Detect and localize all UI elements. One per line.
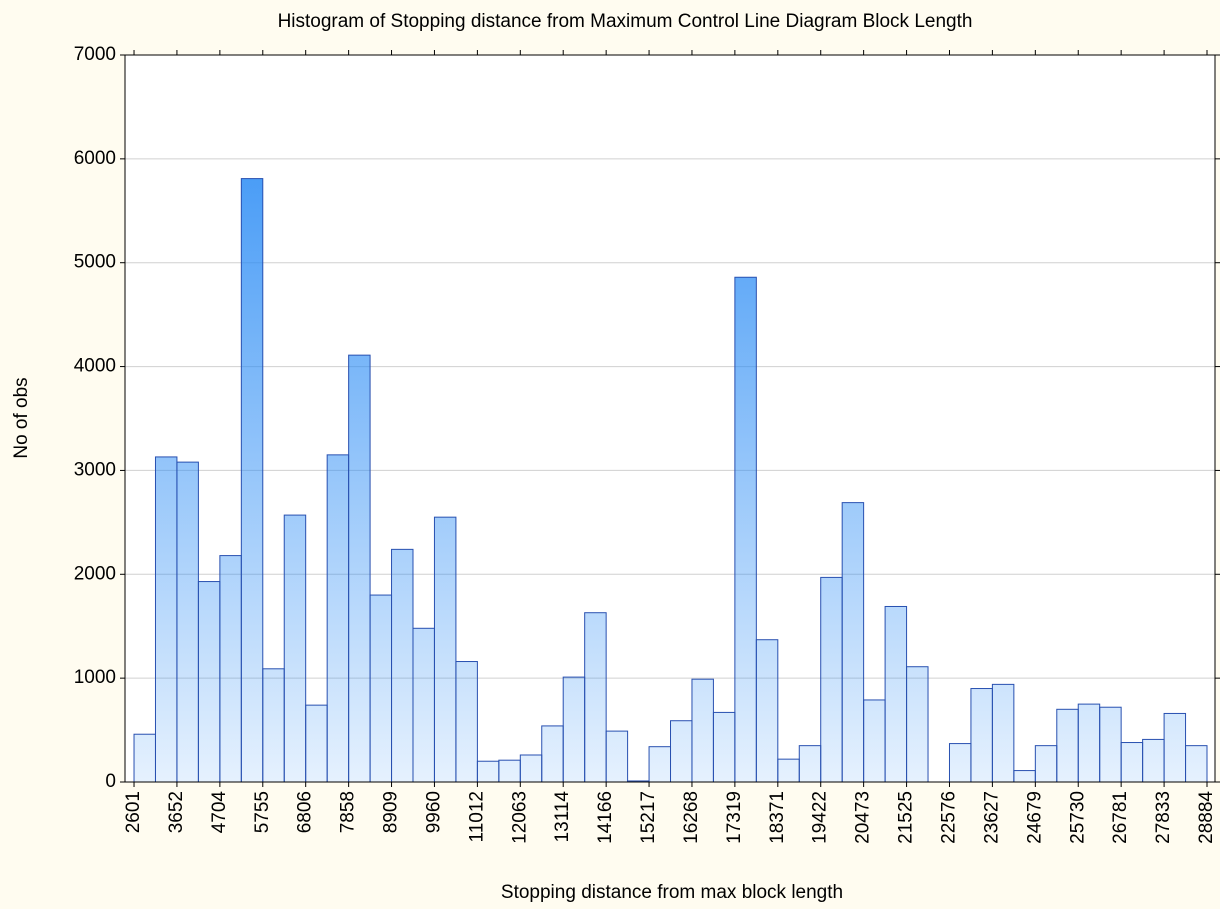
bar <box>412 627 435 783</box>
x-tick-label: 9960 <box>423 791 444 833</box>
bar <box>240 178 264 783</box>
bar <box>798 745 822 783</box>
y-tick-label: 3000 <box>74 459 116 480</box>
bar <box>262 668 285 783</box>
bar <box>1013 770 1036 783</box>
bar <box>691 678 714 783</box>
y-tick-label: 2000 <box>74 563 116 584</box>
bar <box>820 576 843 783</box>
bar <box>219 555 242 783</box>
bar <box>1185 745 1208 783</box>
bar <box>734 276 757 783</box>
chart-title: Histogram of Stopping distance from Maxi… <box>278 11 973 32</box>
x-tick-label: 5755 <box>252 791 273 833</box>
x-tick-label: 3652 <box>166 791 187 833</box>
y-tick-label: 1000 <box>74 667 116 688</box>
x-tick-label: 18371 <box>767 791 788 844</box>
bars <box>133 178 1208 783</box>
bar <box>712 711 736 783</box>
bar <box>605 730 629 783</box>
bar <box>176 461 199 783</box>
bar <box>884 605 908 783</box>
bar <box>1034 745 1058 783</box>
x-tick-label: 7858 <box>338 791 359 833</box>
plot-frame <box>124 54 1216 783</box>
bar <box>1077 703 1101 783</box>
y-tick-label: 6000 <box>74 148 116 169</box>
x-tick-label: 27833 <box>1153 791 1174 844</box>
x-tick-label: 14166 <box>595 791 616 844</box>
x-tick-label: 17319 <box>724 791 745 844</box>
x-tick-label: 22576 <box>938 791 959 844</box>
y-tick-label: 4000 <box>74 356 116 377</box>
bar <box>562 676 586 783</box>
bar <box>755 639 779 783</box>
x-tick-label: 23627 <box>981 791 1002 844</box>
x-tick-label: 13114 <box>552 791 573 843</box>
bar <box>519 754 543 783</box>
x-tick-label: 2601 <box>123 791 144 833</box>
bar <box>948 743 972 783</box>
bar <box>970 688 993 783</box>
bar <box>777 758 800 783</box>
bar <box>991 683 1015 783</box>
x-tick-label: 11012 <box>466 791 487 842</box>
bar <box>1120 742 1144 783</box>
bar <box>541 725 564 783</box>
x-tick-label: 6806 <box>295 791 316 833</box>
x-tick-label: 24679 <box>1024 791 1045 844</box>
bar <box>326 454 350 783</box>
x-tick-label: 12063 <box>509 791 530 844</box>
x-tick-label: 26781 <box>1110 791 1131 844</box>
bar <box>476 760 500 783</box>
x-tick-label: 19422 <box>810 791 831 844</box>
bar <box>433 516 457 783</box>
x-tick-label: 8909 <box>381 791 402 833</box>
x-tick-label: 15217 <box>638 791 659 844</box>
bar <box>197 581 221 783</box>
plot-area <box>125 55 1215 782</box>
bar <box>133 733 156 783</box>
bar <box>670 720 693 783</box>
bar <box>154 456 178 783</box>
bar <box>391 548 414 783</box>
y-tick-label: 0 <box>105 771 116 792</box>
x-tick-label: 21525 <box>896 791 917 844</box>
x-tick-label: 4704 <box>209 791 230 834</box>
y-tick-label: 7000 <box>74 44 116 65</box>
x-tick-label: 20473 <box>853 791 874 844</box>
bar <box>906 666 929 783</box>
y-axis-label: No of obs <box>11 377 32 458</box>
x-tick-label: 28884 <box>1196 791 1217 844</box>
ticks: 0 1000 2000 3000 4000 5000 6000 7000 2601 3652 470… <box>74 44 1220 844</box>
x-tick-label: 25730 <box>1067 791 1088 844</box>
y-tick-label: 5000 <box>74 252 116 273</box>
bar <box>498 759 521 783</box>
bar <box>648 746 672 783</box>
x-axis-label: Stopping distance from max block length <box>501 882 843 903</box>
bar <box>1163 712 1187 783</box>
bar <box>348 354 371 783</box>
bar <box>1099 706 1122 783</box>
x-tick-label: 16268 <box>681 791 702 844</box>
bar <box>455 661 478 783</box>
bar <box>863 699 886 783</box>
bar <box>1056 708 1079 783</box>
bar <box>1142 738 1165 783</box>
bar <box>283 514 307 783</box>
bar <box>841 502 865 783</box>
bar <box>584 612 607 783</box>
bar <box>369 594 393 783</box>
bar <box>305 704 328 783</box>
